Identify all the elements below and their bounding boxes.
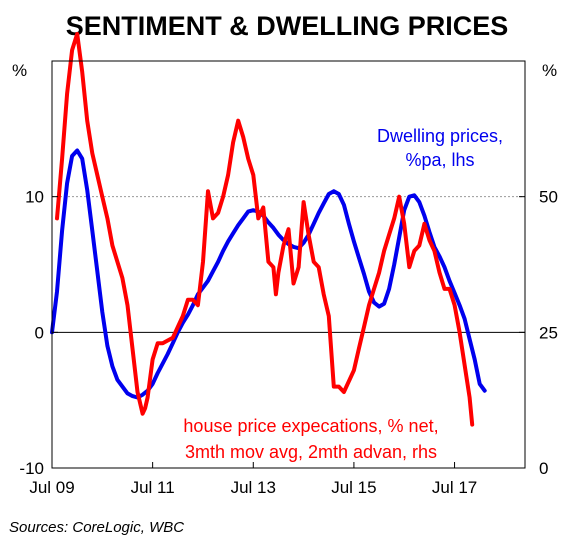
- chart-source: Sources: CoreLogic, WBC: [9, 519, 184, 536]
- chart-title: SENTIMENT & DWELLING PRICES: [66, 11, 509, 41]
- legend-red-line-1: house price expecations, % net,: [183, 416, 438, 436]
- tick-layer: -10 0 10 0 25 50 Jul 09 Jul 11 Jul 13 Jul 15 Jul 1…: [19, 188, 558, 497]
- legend-blue-label: Dwelling prices, %pa, lhs: [377, 126, 503, 170]
- legend-blue-line-2: %pa, lhs: [405, 150, 474, 170]
- legend-red-line-2: 3mth mov avg, 2mth advan, rhs: [185, 442, 437, 462]
- legend-blue-line-1: Dwelling prices,: [377, 126, 503, 146]
- x-tick-label: Jul 15: [331, 478, 376, 497]
- left-axis-unit: %: [12, 61, 27, 80]
- right-tick-label: 0: [539, 459, 548, 478]
- plot-frame: [51, 60, 526, 469]
- left-tick-label: 0: [35, 323, 44, 342]
- right-axis-unit: %: [542, 61, 557, 80]
- legend-red-label: house price expecations, % net, 3mth mov…: [183, 416, 438, 462]
- house-price-expectations-line: [55, 31, 475, 427]
- x-tick-label: Jul 13: [231, 478, 276, 497]
- left-tick-label: 10: [25, 188, 44, 207]
- right-tick-label: 25: [539, 323, 558, 342]
- right-tick-label: 50: [539, 188, 558, 207]
- x-tick-label: Jul 11: [131, 478, 175, 497]
- x-tick-label: Jul 17: [432, 478, 477, 497]
- left-tick-label: -10: [19, 459, 44, 478]
- dwelling-prices-line: [50, 148, 487, 400]
- series-layer: [50, 31, 487, 427]
- x-tick-label: Jul 09: [29, 478, 74, 497]
